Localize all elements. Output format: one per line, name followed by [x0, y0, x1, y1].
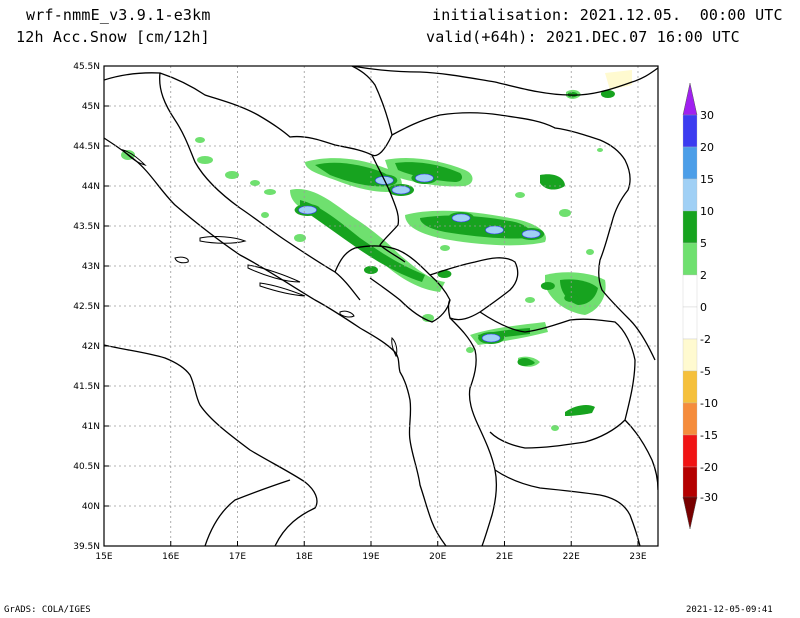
- initialisation-time: initialisation: 2021.12.05. 00:00 UTC: [432, 6, 783, 24]
- snow-band-bosnia: [290, 189, 445, 292]
- field-name: 12h Acc.Snow [cm/12h]: [16, 28, 210, 46]
- snow-core-small: [577, 406, 592, 414]
- grads-credit: GrADS: COLA/IGES: [4, 605, 91, 615]
- snow-core-small: [517, 358, 532, 366]
- colorbar-bin: [682, 434, 698, 468]
- snow-band-bulgaria: [540, 70, 632, 315]
- lat-tick-label: 44.5N: [73, 142, 100, 152]
- lon-tick-label: 18E: [296, 552, 313, 562]
- coastlines-borders: [104, 66, 658, 546]
- valid-time: valid(+64h): 2021.DEC.07 16:00 UTC: [426, 28, 740, 46]
- snow-core: [451, 213, 471, 223]
- lon-tick-label: 20E: [429, 552, 446, 562]
- lat-tick-label: 41N: [82, 422, 100, 432]
- colorbar-bin: [682, 242, 698, 276]
- snow-cores: [294, 90, 615, 414]
- snow-core: [298, 205, 317, 215]
- colorbar-bin: [682, 370, 698, 404]
- colorbar-label: -10: [700, 397, 718, 410]
- colorbar-label: -20: [700, 461, 718, 474]
- lon-tick-label: 19E: [362, 552, 379, 562]
- colorbar-bin: [682, 274, 698, 308]
- snow-core-small: [540, 282, 555, 290]
- snow-core: [521, 229, 541, 239]
- colorbar-label: -15: [700, 429, 718, 442]
- colorbar-label: 0: [700, 301, 707, 314]
- lon-tick-label: 17E: [229, 552, 246, 562]
- adriatic-coast: [104, 137, 447, 546]
- colorbar-label: 10: [700, 205, 714, 218]
- colorbar-bottom-arrow: [682, 496, 698, 530]
- snow-field-layer: [121, 70, 632, 431]
- lon-tick-label: 16E: [162, 552, 179, 562]
- colorbar-label: 2: [700, 269, 707, 282]
- albania-border: [449, 317, 498, 546]
- bulgaria-border: [629, 319, 656, 361]
- colorbar-bin: [682, 114, 698, 148]
- greece-border: [624, 419, 658, 491]
- snow-core: [391, 185, 411, 195]
- plot-timestamp: 2021-12-05-09:41: [686, 605, 773, 615]
- snow-core-small: [600, 90, 615, 98]
- lat-tick-label: 45N: [82, 102, 100, 112]
- lat-tick-label: 43N: [82, 262, 100, 272]
- map-frame: [103, 65, 659, 547]
- colorbar-bin: [682, 466, 698, 500]
- colorbar-bin: [682, 210, 698, 244]
- lon-tick-label: 22E: [563, 552, 580, 562]
- lat-tick-label: 45.5N: [73, 62, 100, 72]
- lat-tick-label: 40N: [82, 502, 100, 512]
- model-name: wrf-nmmE_v3.9.1-e3km: [26, 6, 211, 24]
- snow-core-small: [363, 266, 378, 274]
- islands: [121, 149, 398, 358]
- lon-tick-label: 15E: [95, 552, 112, 562]
- bosnia-serbia-border: [371, 154, 406, 263]
- colorbar-label: -2: [700, 333, 711, 346]
- colorbar-label: -30: [700, 491, 718, 504]
- lat-tick-label: 42.5N: [73, 302, 100, 312]
- italy-heel: [204, 479, 291, 546]
- colorbar-label: 20: [700, 141, 714, 154]
- italy-coast: [104, 344, 318, 546]
- colorbar-bin: [682, 338, 698, 372]
- colorbar-bin: [682, 146, 698, 180]
- lat-tick-label: 39.5N: [73, 542, 100, 552]
- colorbar-bin: [682, 402, 698, 436]
- colorbar-top-arrow: [682, 82, 698, 116]
- lat-tick-label: 41.5N: [73, 382, 100, 392]
- colorbar-bin: [682, 306, 698, 340]
- snow-band-south-serbia: [405, 210, 546, 246]
- colorbar-label: 30: [700, 109, 714, 122]
- danube-north: [351, 66, 658, 96]
- lon-tick-label: 21E: [496, 552, 513, 562]
- colorbar-label: 15: [700, 173, 714, 186]
- lat-tick-label: 40.5N: [73, 462, 100, 472]
- montenegro-border: [334, 245, 451, 323]
- snow-core: [415, 173, 434, 183]
- greece-coast: [494, 469, 641, 546]
- lon-tick-label: 23E: [629, 552, 646, 562]
- colorbar-label: 5: [700, 237, 707, 250]
- axis-labels: 15E 16E 17E 18E 19E 20E 21E 22E 23E 39.5N 40N 40.5N…: [73, 62, 647, 562]
- snow-core-small: [437, 270, 452, 278]
- lat-tick-label: 44N: [82, 182, 100, 192]
- map-figure: 15E 16E 17E 18E 19E 20E 21E 22E 23E 39.5N 40N 40.5N…: [73, 62, 718, 562]
- map-grid: [103, 65, 658, 547]
- croatia-inland-border: [104, 66, 393, 157]
- colorbar-bin: [682, 178, 698, 212]
- serbia-east-border: [391, 112, 631, 321]
- macedonia-border: [479, 311, 636, 449]
- snow-core: [485, 225, 504, 235]
- lat-tick-label: 43.5N: [73, 222, 100, 232]
- colorbar-label: -5: [700, 365, 711, 378]
- lat-tick-label: 42N: [82, 342, 100, 352]
- snow-core: [481, 333, 501, 343]
